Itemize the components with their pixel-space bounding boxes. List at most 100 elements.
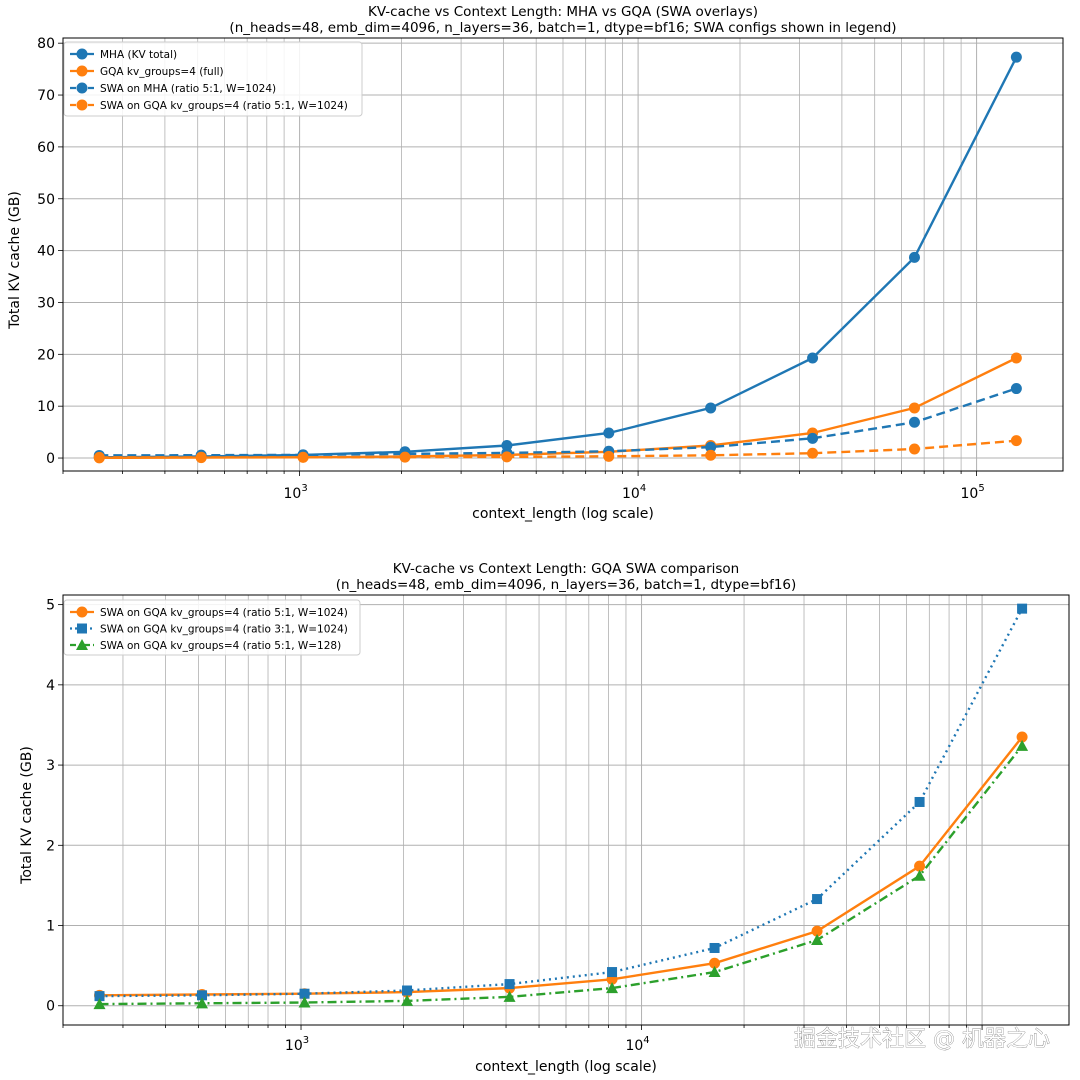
data-point: [603, 427, 615, 439]
x-tick-label: 103: [285, 1035, 309, 1054]
data-point: [195, 451, 207, 463]
data-point: [807, 352, 819, 364]
y-tick-label: 30: [37, 295, 55, 311]
data-point: [709, 942, 720, 953]
x-tick-label: 103: [283, 483, 307, 502]
legend-label: MHA (KV total): [100, 49, 177, 61]
chart-1-ticks: 0 10 20 30 40 50 60 70 80 103 104 105: [37, 36, 985, 502]
series-2: [93, 352, 1022, 464]
data-point: [93, 451, 105, 463]
y-tick-label: 70: [37, 88, 55, 104]
data-point: [94, 991, 105, 1002]
data-point: [807, 432, 819, 444]
chart-2-x-axis-label: context_length (log scale): [475, 1059, 657, 1075]
y-tick-label: 5: [46, 598, 55, 614]
data-point: [297, 451, 309, 463]
data-point: [908, 402, 920, 414]
legend-marker: [76, 606, 88, 618]
y-tick-label: 50: [37, 192, 55, 208]
data-point: [705, 441, 717, 453]
legend-marker: [76, 48, 88, 60]
data-point: [501, 451, 513, 463]
chart-2-grid: [62, 595, 1069, 1025]
legend-box: [63, 41, 363, 117]
legend-entry: SWA on GQA kv_groups=4 (ratio 5:1, W=102…: [70, 606, 348, 619]
legend-marker: [76, 99, 88, 111]
chart-1-series: [93, 51, 1022, 464]
data-point: [93, 998, 106, 1010]
legend-marker: [76, 82, 88, 94]
legend-marker: [76, 639, 88, 650]
y-tick-label: 3: [46, 758, 55, 774]
chart-2-series: [93, 603, 1029, 1010]
legend-box: [63, 599, 361, 656]
data-point: [1016, 731, 1028, 743]
legend-marker: [76, 65, 88, 77]
data-point: [908, 443, 920, 455]
y-tick-label: 1: [46, 919, 55, 935]
data-point: [811, 925, 823, 937]
legend-entry: SWA on GQA kv_groups=4 (ratio 5:1, W=102…: [70, 99, 348, 112]
data-point: [1010, 435, 1022, 447]
data-point: [298, 996, 311, 1008]
data-point: [811, 933, 824, 945]
chart-2-title: KV-cache vs Context Length: GQA SWA comp…: [393, 561, 739, 577]
data-point: [807, 447, 819, 459]
data-point: [908, 416, 920, 428]
series-line: [99, 387, 1017, 457]
watermark: 掘金技术社区 @ 机器之心: [794, 1027, 1050, 1052]
y-tick-label: 2: [46, 838, 55, 854]
data-point: [1010, 352, 1022, 364]
chart-1-y-axis-label: Total KV cache (GB): [7, 191, 23, 330]
chart-2: KV-cache vs Context Length: GQA SWA comp…: [19, 561, 1070, 1075]
data-point: [705, 449, 717, 461]
series-3: [93, 383, 1022, 461]
data-point: [1016, 739, 1029, 751]
chart-1-title: KV-cache vs Context Length: MHA vs GQA (…: [368, 4, 758, 20]
chart-1: KV-cache vs Context Length: MHA vs GQA (…: [7, 4, 1064, 522]
legend-entry: GQA kv_groups=4 (full): [70, 65, 224, 78]
data-point: [196, 997, 209, 1009]
y-tick-label: 0: [46, 999, 55, 1015]
legend-marker: [77, 623, 87, 634]
series-line: [99, 736, 1024, 997]
data-point: [399, 451, 411, 463]
legend-entry: SWA on GQA kv_groups=4 (ratio 3:1, W=102…: [70, 623, 348, 636]
x-tick-label: 104: [622, 483, 646, 502]
chart-2-ticks: 0 1 2 3 4 5 103 104: [46, 598, 983, 1054]
series-line: [99, 439, 1017, 459]
series-2: [94, 603, 1028, 1002]
data-point: [908, 251, 920, 263]
legend-label: SWA on GQA kv_groups=4 (ratio 5:1, W=102…: [100, 607, 348, 619]
series-3: [93, 739, 1029, 1010]
y-tick-label: 20: [37, 347, 55, 363]
chart-1-x-axis-label: context_length (log scale): [472, 506, 654, 522]
data-point: [503, 990, 516, 1002]
x-tick-label: 105: [960, 483, 984, 502]
data-point: [299, 988, 310, 999]
data-point: [402, 985, 413, 996]
legend-label: GQA kv_groups=4 (full): [100, 66, 224, 78]
y-tick-label: 0: [46, 451, 55, 467]
data-point: [812, 894, 823, 905]
series-line: [99, 356, 1017, 459]
data-point: [606, 982, 619, 994]
chart-2-subtitle: (n_heads=48, emb_dim=4096, n_layers=36, …: [336, 577, 797, 593]
data-point: [913, 869, 926, 881]
series-4: [93, 435, 1022, 463]
legend-label: SWA on GQA kv_groups=4 (ratio 5:1, W=102…: [100, 100, 348, 112]
x-tick-label: 104: [625, 1035, 649, 1054]
data-point: [607, 967, 618, 978]
legend-label: SWA on GQA kv_groups=4 (ratio 5:1, W=128…: [100, 640, 341, 652]
legend-entry: MHA (KV total): [70, 48, 177, 61]
y-tick-label: 40: [37, 244, 55, 260]
data-point: [1010, 383, 1022, 395]
chart-2-legend: SWA on GQA kv_groups=4 (ratio 5:1, W=102…: [63, 599, 361, 656]
legend-entry: SWA on MHA (ratio 5:1, W=1024): [70, 82, 276, 95]
chart-1-subtitle: (n_heads=48, emb_dim=4096, n_layers=36, …: [229, 20, 896, 36]
data-point: [705, 402, 717, 414]
data-point: [709, 957, 721, 969]
data-point: [197, 990, 208, 1001]
